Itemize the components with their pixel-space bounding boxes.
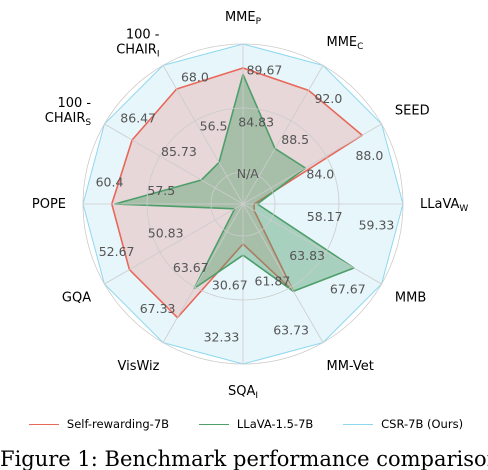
axis-label-0: MMEP xyxy=(225,10,262,27)
legend-label-csr: CSR-7B (Ours) xyxy=(381,417,463,431)
tick-label-7-0: 63.67 xyxy=(173,260,209,275)
tick-label-2-0: 84.0 xyxy=(306,167,334,182)
legend-item-csr: CSR-7B (Ours) xyxy=(343,417,463,431)
axis-label-11: 100 -CHAIRI xyxy=(116,28,160,60)
tick-label-8-0: 50.83 xyxy=(148,225,184,240)
tick-label-1-0: 88.5 xyxy=(281,132,309,147)
axis-label-7: VisWiz xyxy=(118,359,160,374)
figure-caption: Figure 1: Benchmark performance comparis… xyxy=(0,448,488,470)
legend-item-llava: LLaVA-1.5-7B xyxy=(199,417,313,431)
axis-label-9: POPE xyxy=(32,197,66,212)
tick-label-3-0: 58.17 xyxy=(307,209,343,224)
tick-label-11-0: 56.5 xyxy=(200,119,228,134)
legend-item-self-rewarding: Self-rewarding-7B xyxy=(29,417,169,431)
tick-label-2-1: 88.0 xyxy=(355,148,383,163)
tick-label-0-0: N/A xyxy=(237,166,260,181)
tick-label-11-1: 68.0 xyxy=(181,70,209,85)
tick-label-1-1: 92.0 xyxy=(314,91,342,106)
chart-legend: Self-rewarding-7B LLaVA-1.5-7B CSR-7B (O… xyxy=(14,410,478,438)
tick-label-6-0: 30.67 xyxy=(212,278,248,293)
tick-label-8-1: 52.67 xyxy=(99,244,135,259)
legend-swatch-llava xyxy=(199,424,229,425)
tick-label-10-0: 85.73 xyxy=(161,144,197,159)
axis-label-6: SQAI xyxy=(228,384,258,401)
axis-label-5: MM-Vet xyxy=(327,359,374,374)
axis-label-3: LLaVAW xyxy=(420,197,468,214)
tick-label-6-1: 32.33 xyxy=(204,330,240,345)
legend-swatch-self-rewarding xyxy=(29,424,59,425)
legend-label-llava: LLaVA-1.5-7B xyxy=(237,417,313,431)
axis-label-8: GQA xyxy=(62,291,91,306)
axis-label-1: MMEC xyxy=(327,35,364,52)
legend-label-self-rewarding: Self-rewarding-7B xyxy=(67,417,169,431)
axis-label-4: MMB xyxy=(395,291,426,306)
tick-label-3-1: 59.33 xyxy=(359,218,395,233)
legend-swatch-csr xyxy=(343,424,373,425)
tick-label-4-0: 63.83 xyxy=(289,248,325,263)
tick-label-0-2: 89.67 xyxy=(247,63,283,78)
axis-label-10: 100 -CHAIRS xyxy=(45,96,92,128)
tick-label-5-1: 63.73 xyxy=(273,322,309,337)
tick-label-10-1: 86.47 xyxy=(120,111,156,126)
tick-label-9-1: 60.4 xyxy=(96,175,124,190)
tick-label-5-0: 61.87 xyxy=(255,273,291,288)
tick-label-4-1: 67.67 xyxy=(330,281,366,296)
tick-label-7-1: 67.33 xyxy=(140,301,176,316)
axis-label-2: SEED xyxy=(395,104,430,119)
tick-label-0-1: 84.83 xyxy=(238,114,274,129)
tick-label-9-0: 57.5 xyxy=(147,183,175,198)
